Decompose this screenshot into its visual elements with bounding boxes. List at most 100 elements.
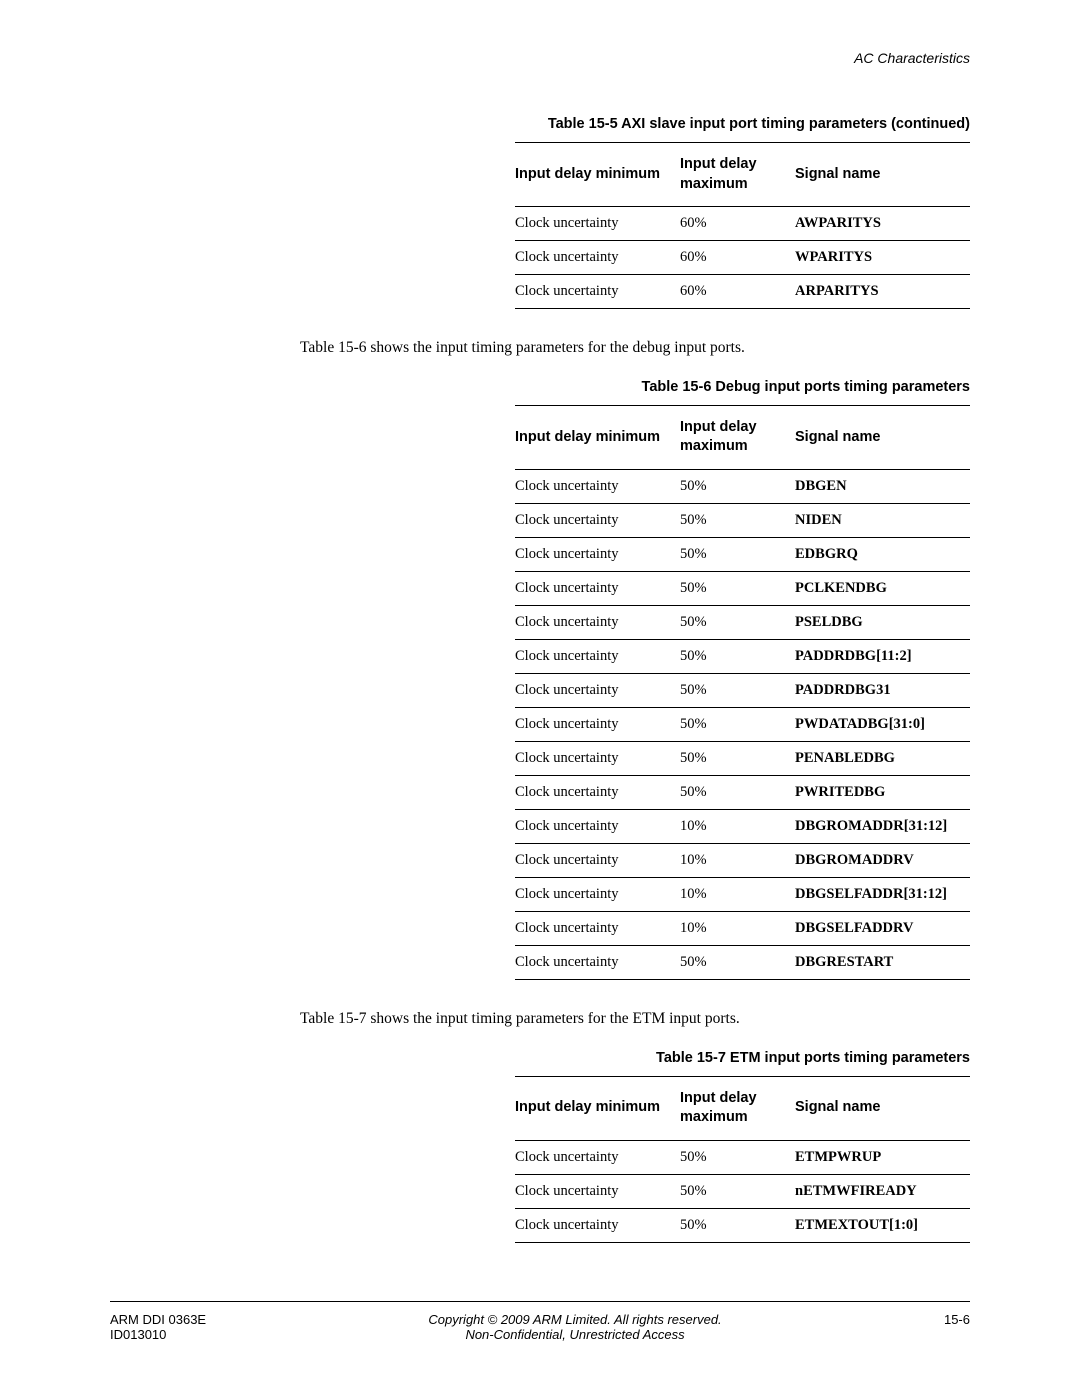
- table-row: Clock uncertainty 10% DBGSELFADDR[31:12]: [515, 877, 970, 911]
- cell-max: 60%: [680, 275, 795, 309]
- cell-signal: ETMEXTOUT[1:0]: [795, 1208, 970, 1242]
- table-row: Clock uncertainty 50% PENABLEDBG: [515, 741, 970, 775]
- cell-max: 50%: [680, 469, 795, 503]
- cell-signal: PADDRDBG31: [795, 673, 970, 707]
- cell-min: Clock uncertainty: [515, 877, 680, 911]
- th-input-delay-max: Input delay maximum: [680, 143, 795, 207]
- paragraph-15-6-intro: Table 15-6 shows the input timing parame…: [300, 337, 970, 359]
- cell-max: 60%: [680, 207, 795, 241]
- table-row: Clock uncertainty 50% nETMWFIREADY: [515, 1174, 970, 1208]
- cell-signal: ARPARITYS: [795, 275, 970, 309]
- cell-min: Clock uncertainty: [515, 775, 680, 809]
- cell-max: 10%: [680, 809, 795, 843]
- footer-rev-id: ID013010: [110, 1327, 206, 1342]
- cell-min: Clock uncertainty: [515, 1140, 680, 1174]
- cell-max: 10%: [680, 877, 795, 911]
- cell-max: 50%: [680, 503, 795, 537]
- cell-signal: DBGRESTART: [795, 945, 970, 979]
- cell-min: Clock uncertainty: [515, 1208, 680, 1242]
- cell-max: 10%: [680, 911, 795, 945]
- table-15-6-body: Clock uncertainty 50% DBGEN Clock uncert…: [515, 469, 970, 979]
- table-row: Clock uncertainty 50% PWRITEDBG: [515, 775, 970, 809]
- table-15-5: Input delay minimum Input delay maximum …: [110, 142, 970, 309]
- cell-max: 50%: [680, 1174, 795, 1208]
- table-row: Clock uncertainty 50% ETMEXTOUT[1:0]: [515, 1208, 970, 1242]
- cell-signal: DBGSELFADDRV: [795, 911, 970, 945]
- cell-signal: DBGSELFADDR[31:12]: [795, 877, 970, 911]
- cell-signal: PCLKENDBG: [795, 571, 970, 605]
- cell-signal: DBGROMADDRV: [795, 843, 970, 877]
- table-row: Clock uncertainty 10% DBGROMADDRV: [515, 843, 970, 877]
- th-input-delay-min: Input delay minimum: [515, 143, 680, 207]
- cell-min: Clock uncertainty: [515, 275, 680, 309]
- cell-max: 60%: [680, 241, 795, 275]
- th-signal-name: Signal name: [795, 143, 970, 207]
- cell-min: Clock uncertainty: [515, 673, 680, 707]
- table-15-7-body: Clock uncertainty 50% ETMPWRUP Clock unc…: [515, 1140, 970, 1242]
- table-row: Clock uncertainty 50% PWDATADBG[31:0]: [515, 707, 970, 741]
- cell-min: Clock uncertainty: [515, 241, 680, 275]
- cell-max: 50%: [680, 639, 795, 673]
- cell-min: Clock uncertainty: [515, 1174, 680, 1208]
- footer-copyright: Copyright © 2009 ARM Limited. All rights…: [206, 1312, 944, 1327]
- cell-min: Clock uncertainty: [515, 207, 680, 241]
- paragraph-15-7-intro: Table 15-7 shows the input timing parame…: [300, 1008, 970, 1030]
- cell-max: 50%: [680, 605, 795, 639]
- cell-min: Clock uncertainty: [515, 707, 680, 741]
- cell-signal: PSELDBG: [795, 605, 970, 639]
- table-row: Clock uncertainty 50% NIDEN: [515, 503, 970, 537]
- cell-min: Clock uncertainty: [515, 605, 680, 639]
- table-row: Clock uncertainty 50% EDBGRQ: [515, 537, 970, 571]
- th-input-delay-max: Input delay maximum: [680, 405, 795, 469]
- table-row: Clock uncertainty 50% DBGEN: [515, 469, 970, 503]
- cell-max: 50%: [680, 945, 795, 979]
- cell-min: Clock uncertainty: [515, 809, 680, 843]
- table-row: Clock uncertainty 60% WPARITYS: [515, 241, 970, 275]
- cell-signal: WPARITYS: [795, 241, 970, 275]
- cell-min: Clock uncertainty: [515, 911, 680, 945]
- table-row: Clock uncertainty 10% DBGSELFADDRV: [515, 911, 970, 945]
- table-row: Clock uncertainty 50% PADDRDBG31: [515, 673, 970, 707]
- table-row: Clock uncertainty 10% DBGROMADDR[31:12]: [515, 809, 970, 843]
- cell-max: 50%: [680, 537, 795, 571]
- cell-signal: NIDEN: [795, 503, 970, 537]
- cell-max: 50%: [680, 1140, 795, 1174]
- cell-min: Clock uncertainty: [515, 741, 680, 775]
- cell-signal: nETMWFIREADY: [795, 1174, 970, 1208]
- table-15-5-caption: Table 15-5 AXI slave input port timing p…: [110, 116, 970, 132]
- cell-signal: DBGEN: [795, 469, 970, 503]
- cell-max: 50%: [680, 707, 795, 741]
- cell-min: Clock uncertainty: [515, 571, 680, 605]
- cell-max: 50%: [680, 673, 795, 707]
- table-row: Clock uncertainty 60% ARPARITYS: [515, 275, 970, 309]
- table-15-7-caption: Table 15-7 ETM input ports timing parame…: [110, 1050, 970, 1066]
- cell-max: 50%: [680, 1208, 795, 1242]
- th-signal-name: Signal name: [795, 1076, 970, 1140]
- table-row: Clock uncertainty 60% AWPARITYS: [515, 207, 970, 241]
- cell-signal: ETMPWRUP: [795, 1140, 970, 1174]
- cell-max: 50%: [680, 571, 795, 605]
- th-input-delay-min: Input delay minimum: [515, 1076, 680, 1140]
- cell-max: 50%: [680, 741, 795, 775]
- footer-page-number: 15-6: [944, 1312, 970, 1327]
- cell-min: Clock uncertainty: [515, 843, 680, 877]
- cell-min: Clock uncertainty: [515, 639, 680, 673]
- cell-signal: PWDATADBG[31:0]: [795, 707, 970, 741]
- th-signal-name: Signal name: [795, 405, 970, 469]
- footer-doc-id: ARM DDI 0363E: [110, 1312, 206, 1327]
- th-input-delay-min: Input delay minimum: [515, 405, 680, 469]
- cell-min: Clock uncertainty: [515, 469, 680, 503]
- table-row: Clock uncertainty 50% PCLKENDBG: [515, 571, 970, 605]
- cell-max: 50%: [680, 775, 795, 809]
- cell-min: Clock uncertainty: [515, 503, 680, 537]
- th-input-delay-max: Input delay maximum: [680, 1076, 795, 1140]
- cell-signal: EDBGRQ: [795, 537, 970, 571]
- cell-signal: DBGROMADDR[31:12]: [795, 809, 970, 843]
- cell-signal: PENABLEDBG: [795, 741, 970, 775]
- table-15-6-caption: Table 15-6 Debug input ports timing para…: [110, 379, 970, 395]
- table-row: Clock uncertainty 50% ETMPWRUP: [515, 1140, 970, 1174]
- cell-max: 10%: [680, 843, 795, 877]
- cell-signal: AWPARITYS: [795, 207, 970, 241]
- page-footer: ARM DDI 0363E ID013010 Copyright © 2009 …: [110, 1301, 970, 1342]
- table-row: Clock uncertainty 50% PSELDBG: [515, 605, 970, 639]
